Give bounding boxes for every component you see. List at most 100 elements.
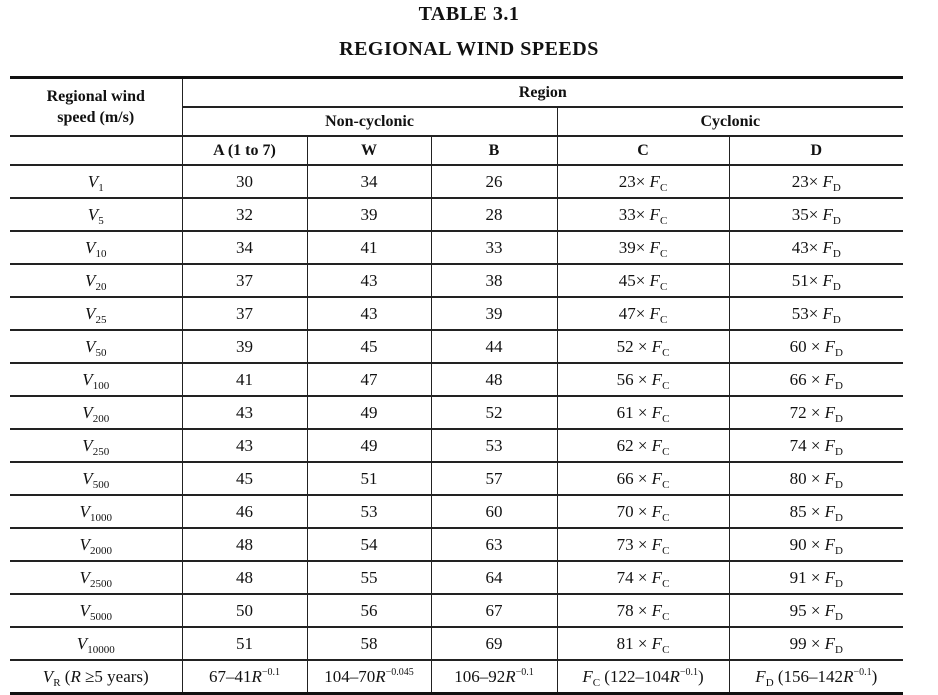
row-label-symbol: V — [76, 633, 88, 653]
row-label-subscript: 10000 — [87, 643, 115, 656]
value-cell-a: 43 — [181, 429, 308, 463]
row-label-cell: V1 — [10, 165, 183, 199]
row-label-subscript: 20 — [95, 280, 107, 293]
formula-c-close: ) — [698, 666, 704, 686]
table-row: V2500 48 55 64 74 × FC 91 × FD — [10, 561, 904, 595]
value-cell-b: 60 — [430, 495, 558, 529]
formula-w-base: 104–70 — [324, 666, 376, 686]
factor-symbol: F — [824, 534, 836, 554]
value-cell-d: 51× FD — [728, 264, 904, 298]
value-cell-c: 33× FC — [556, 198, 730, 232]
factor-subscript: C — [659, 313, 668, 326]
column-header-b: B — [430, 136, 558, 166]
factor-symbol: F — [824, 468, 836, 488]
formula-w-exp: −0.045 — [385, 666, 414, 678]
row-header-line1: Regional wind — [46, 88, 145, 105]
value-cell-w: 41 — [306, 231, 432, 265]
value-cell-b: 28 — [430, 198, 558, 232]
multiplier: 33× — [618, 204, 646, 224]
value-cell-c: 66 × FC — [556, 462, 730, 496]
factor-symbol: F — [651, 369, 663, 389]
value-cell-b: 38 — [430, 264, 558, 298]
multiplier: 81 × — [616, 633, 648, 653]
non-cyclonic-header: Non-cyclonic — [182, 107, 558, 137]
value-cell-b: 33 — [430, 231, 558, 265]
value-cell-b: 64 — [430, 561, 558, 595]
value-cell-w: 49 — [306, 429, 432, 463]
formula-label-rest: ≥5 years) — [80, 666, 149, 686]
factor-subscript: D — [835, 511, 843, 524]
row-label-subscript: 2000 — [89, 544, 112, 557]
row-label-cell: V10 — [10, 231, 183, 265]
formula-cell-d: FD (156–142R−0.1) — [728, 660, 904, 695]
value-cell-d: 43× FD — [728, 231, 904, 265]
factor-subscript: C — [659, 214, 668, 227]
factor-subscript: C — [662, 511, 670, 524]
value-cell-d: 53× FD — [728, 297, 904, 331]
formula-label-r: R — [70, 666, 81, 686]
row-label-symbol: V — [79, 501, 90, 521]
row-label-subscript: 1 — [98, 181, 104, 194]
value-cell-c: 39× FC — [556, 231, 730, 265]
multiplier: 47× — [618, 303, 646, 323]
value-cell-b: 63 — [430, 528, 558, 562]
row-label-cell: V5000 — [10, 594, 183, 628]
row-label-cell: V500 — [10, 462, 183, 496]
table-row: V1 30 34 26 23× FC 23× FD — [10, 165, 904, 199]
multiplier: 70 × — [616, 501, 648, 521]
table-row: V250 43 49 53 62 × FC 74 × FD — [10, 429, 904, 463]
row-label-subscript: 25 — [95, 313, 107, 326]
value-cell-d: 23× FD — [728, 165, 904, 199]
factor-symbol: F — [651, 600, 663, 620]
formula-d-exp: −0.1 — [853, 666, 872, 678]
row-label-cell: V10000 — [10, 627, 183, 661]
table-row: V5000 50 56 67 78 × FC 95 × FD — [10, 594, 904, 628]
multiplier: 91 × — [789, 567, 821, 587]
row-label-subscript: 100 — [92, 379, 110, 392]
row-label-cell: V5 — [10, 198, 183, 232]
value-cell-a: 34 — [181, 231, 308, 265]
factor-subscript: C — [662, 379, 670, 392]
value-cell-w: 34 — [306, 165, 432, 199]
factor-symbol: F — [824, 567, 836, 587]
value-cell-d: 90 × FD — [728, 528, 904, 562]
value-cell-w: 43 — [306, 297, 432, 331]
factor-subscript: C — [662, 610, 670, 623]
factor-subscript: C — [662, 412, 670, 425]
value-cell-c: 45× FC — [556, 264, 730, 298]
row-label-symbol: V — [85, 237, 96, 257]
header-row-region: Regional wind speed (m/s) Region — [10, 76, 904, 137]
multiplier: 52 × — [616, 336, 648, 356]
factor-subscript: D — [832, 181, 841, 194]
row-label-cell: V100 — [10, 363, 183, 397]
formula-d-r: R — [843, 666, 854, 686]
multiplier: 80 × — [789, 468, 821, 488]
factor-subscript: C — [662, 577, 670, 590]
value-cell-d: 95 × FD — [728, 594, 904, 628]
row-label-symbol: V — [85, 270, 96, 290]
value-cell-a: 51 — [181, 627, 308, 661]
value-cell-a: 41 — [181, 363, 308, 397]
column-header-d: D — [728, 136, 904, 166]
factor-symbol: F — [651, 435, 663, 455]
value-cell-w: 43 — [306, 264, 432, 298]
formula-label-open: ( — [60, 666, 71, 686]
multiplier: 23× — [618, 171, 646, 191]
row-label-subscript: 10 — [95, 247, 107, 260]
row-label-cell: V250 — [10, 429, 183, 463]
value-cell-w: 55 — [306, 561, 432, 595]
row-header-line2: speed (m/s) — [57, 109, 135, 126]
row-label-subscript: 250 — [92, 445, 110, 458]
factor-symbol: F — [824, 600, 836, 620]
row-label-cell: V25 — [10, 297, 183, 331]
row-label-cell: V2000 — [10, 528, 183, 562]
formula-label-v: V — [42, 666, 54, 686]
factor-symbol: F — [822, 237, 833, 257]
row-label-cell: V1000 — [10, 495, 183, 529]
table-row: V200 43 49 52 61 × FC 72 × FD — [10, 396, 904, 430]
value-cell-d: 85 × FD — [728, 495, 904, 529]
factor-symbol: F — [822, 204, 833, 224]
row-label-cell: V20 — [10, 264, 183, 298]
formula-cell-b: 106–92R−0.1 — [430, 660, 558, 695]
